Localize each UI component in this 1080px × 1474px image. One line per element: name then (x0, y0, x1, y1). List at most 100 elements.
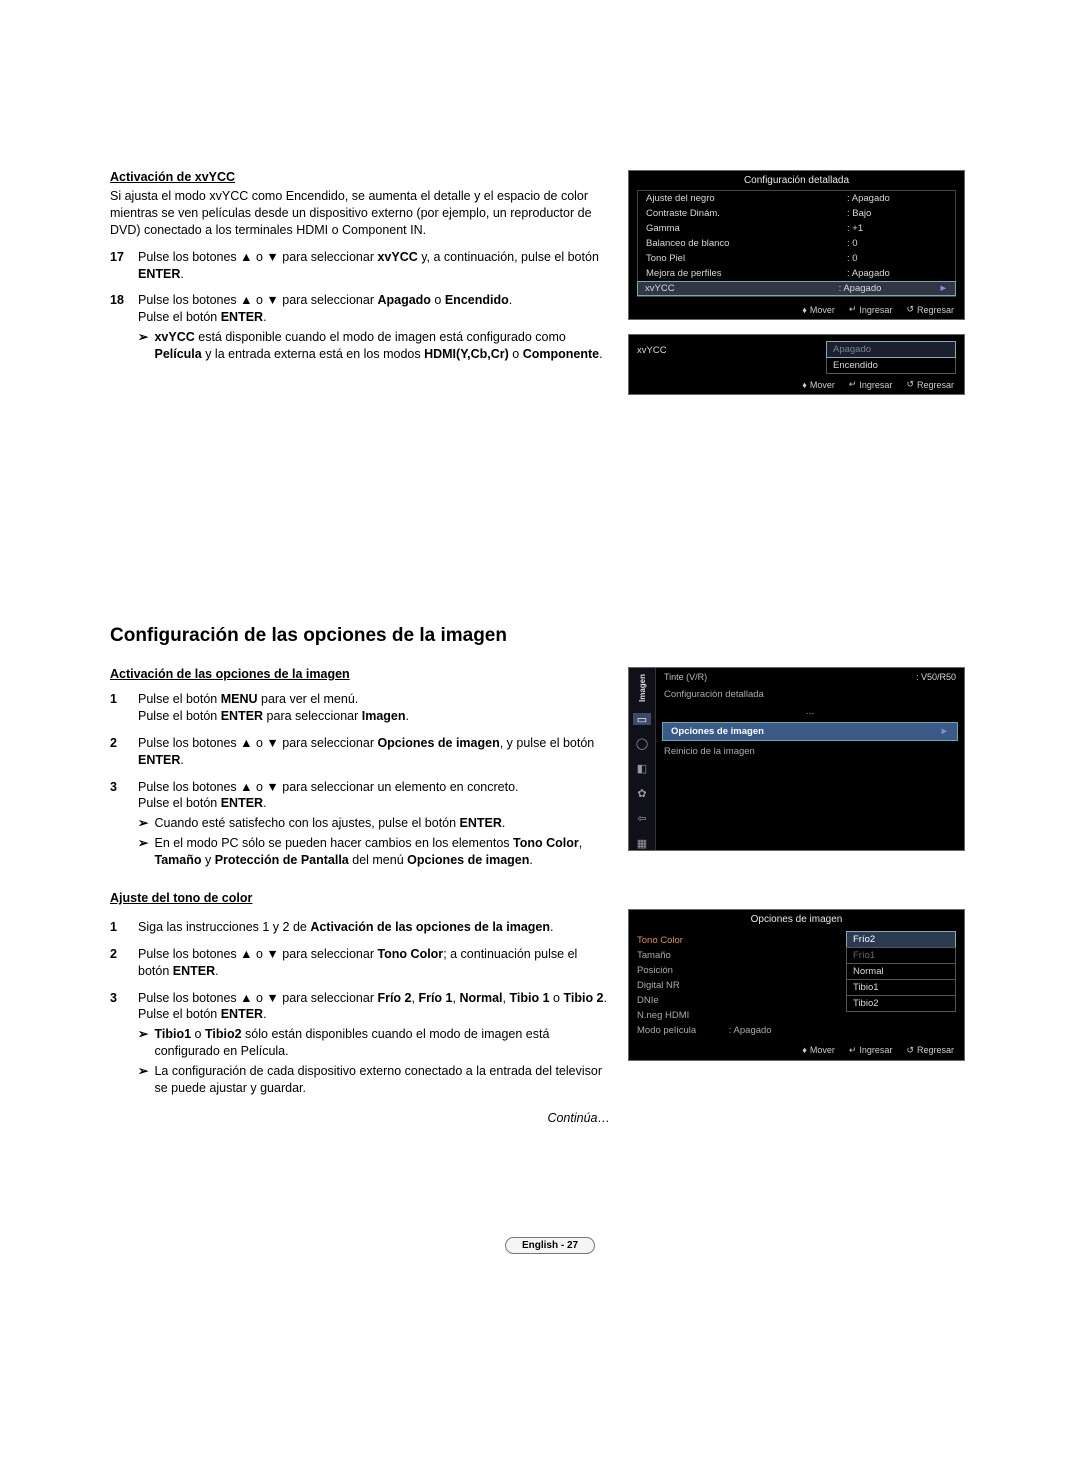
step-text: Pulse los botones ▲ o ▼ para seleccionar… (138, 779, 519, 813)
step-text: Pulse el botón MENU para ver el menú. Pu… (138, 691, 409, 725)
osd-row: Tamaño (637, 948, 838, 963)
arrow-right-icon: ► (939, 283, 948, 294)
step-2: 2 Pulse los botones ▲ o ▼ para seleccion… (110, 946, 610, 980)
osd-body: Ajuste del negro: Apagado Contraste Diná… (637, 190, 956, 297)
step-number: 17 (110, 249, 128, 283)
osd-option: Normal (846, 963, 956, 980)
osd-footer-mover: ♦Mover (802, 304, 835, 315)
back-icon: ↺ (906, 304, 914, 315)
osd-row: Balanceo de blanco: 0 (638, 236, 955, 251)
osd-row: DNIe (637, 993, 838, 1008)
osd-footer-ingresar: ↵Ingresar (849, 379, 893, 390)
osd-option-selected: Frío2 (846, 931, 956, 948)
chevron-icon: ➢ (138, 329, 148, 363)
page: Activación de xvYCC Si ajusta el modo xv… (0, 0, 1080, 1314)
step-18: 18 Pulse los botones ▲ o ▼ para seleccio… (110, 292, 610, 326)
osd-options: Apagado Encendido (826, 341, 956, 374)
back-icon: ↺ (906, 1045, 914, 1056)
step-text: Pulse los botones ▲ o ▼ para seleccionar… (138, 292, 512, 326)
heading-opciones-imagen: Configuración de las opciones de la imag… (110, 625, 990, 647)
osd-options-list: Frío2 Frío1 Normal Tibio1 Tibio2 (846, 931, 956, 1038)
osd-config-detallada: Configuración detallada Ajuste del negro… (628, 170, 965, 320)
section-title-xvycc: Activación de xvYCC (110, 170, 610, 184)
step-1: 1 Pulse el botón MENU para ver el menú. … (110, 691, 610, 725)
osd-body: Tono Color Tamaño Posición Digital NR DN… (629, 929, 964, 1042)
osd-row: Reinicio de la imagen (656, 743, 964, 760)
step-2: 2 Pulse los botones ▲ o ▼ para seleccion… (110, 735, 610, 769)
continue-label: Continúa… (110, 1111, 610, 1125)
step-text: Pulse los botones ▲ o ▼ para seleccionar… (138, 735, 610, 769)
updown-icon: ♦ (802, 380, 807, 390)
osd-imagen-menu: Imagen ▭ ◯ ◧ ✿ ⇦ ▦ Tinte (V/R): V50/R50 … (628, 667, 965, 851)
osd-footer: ♦Mover ↵Ingresar ↺Regresar (629, 376, 964, 394)
updown-icon: ♦ (802, 305, 807, 315)
osd-row: Tono Piel: 0 (638, 251, 955, 266)
chevron-icon: ➢ (138, 1026, 148, 1060)
osd-row: Posición (637, 963, 838, 978)
sidebar-icon-picture: ▭ (633, 713, 651, 725)
note-18: ➢ xvYCC está disponible cuando el modo d… (110, 329, 610, 363)
section-xvycc: Activación de xvYCC Si ajusta el modo xv… (110, 170, 990, 395)
section-title: Activación de las opciones de la imagen (110, 667, 610, 681)
osd-label: xvYCC (637, 341, 818, 374)
osd-footer-mover: ♦Mover (802, 379, 835, 390)
note-text: Cuando esté satisfecho con los ajustes, … (154, 815, 505, 832)
osd-footer-regresar: ↺Regresar (906, 1045, 954, 1056)
note-text: xvYCC está disponible cuando el modo de … (154, 329, 610, 363)
osd-row-current: Tono Color (637, 933, 838, 948)
osd-footer-ingresar: ↵Ingresar (849, 304, 893, 315)
back-icon: ↺ (906, 379, 914, 390)
enter-icon: ↵ (849, 1045, 857, 1056)
step-number: 1 (110, 919, 128, 936)
chevron-icon: ➢ (138, 1063, 148, 1097)
step-text: Pulse los botones ▲ o ▼ para seleccionar… (138, 990, 607, 1024)
sidebar-icon-setup: ✿ (635, 786, 649, 800)
text-column: 1 Siga las instrucciones 1 y 2 de Activa… (110, 909, 610, 1125)
osd-body: xvYCC Apagado Encendido (629, 335, 964, 376)
note-text: La configuración de cada dispositivo ext… (154, 1063, 610, 1097)
osd-footer-regresar: ↺Regresar (906, 304, 954, 315)
sidebar-icon-sound: ◯ (635, 736, 649, 750)
chevron-icon: ➢ (138, 815, 148, 832)
osd-footer-regresar: ↺Regresar (906, 379, 954, 390)
enter-icon: ↵ (849, 304, 857, 315)
step-number: 3 (110, 990, 128, 1024)
step-17: 17 Pulse los botones ▲ o ▼ para seleccio… (110, 249, 610, 283)
section-tono-color: 1 Siga las instrucciones 1 y 2 de Activa… (110, 909, 990, 1125)
osd-footer: ♦Mover ↵Ingresar ↺Regresar (629, 1042, 964, 1060)
osd-row: Contraste Dinám.: Bajo (638, 206, 955, 221)
intro-text: Si ajusta el modo xvYCC como Encendido, … (110, 188, 610, 239)
step-text: Pulse los botones ▲ o ▼ para seleccionar… (138, 946, 610, 980)
text-column: Activación de las opciones de la imagen … (110, 667, 610, 869)
osd-left-labels: Tono Color Tamaño Posición Digital NR DN… (637, 931, 838, 1038)
osd-row: Gamma: +1 (638, 221, 955, 236)
sidebar-icon-channel: ◧ (635, 761, 649, 775)
osd-row-selected: Opciones de imagen► (662, 722, 958, 741)
enter-icon: ↵ (849, 379, 857, 390)
osd-row: Ajuste del negro: Apagado (638, 191, 955, 206)
sidebar-icon-input: ⇦ (635, 811, 649, 825)
updown-icon: ♦ (802, 1045, 807, 1055)
step-number: 1 (110, 691, 128, 725)
step-text: Pulse los botones ▲ o ▼ para seleccionar… (138, 249, 610, 283)
page-footer: English - 27 (110, 1235, 990, 1254)
osd-row-selected: xvYCC: Apagado► (637, 281, 956, 296)
osd-column: Configuración detallada Ajuste del negro… (628, 170, 965, 395)
step-3: 3 Pulse los botones ▲ o ▼ para seleccion… (110, 990, 610, 1024)
note-text: Tibio1 o Tibio2 sólo están disponibles c… (154, 1026, 610, 1060)
osd-option: Tibio1 (846, 979, 956, 996)
sidebar-icon-app: ▦ (635, 836, 649, 850)
osd-row: Configuración detallada (656, 686, 964, 703)
arrow-right-icon: ► (940, 726, 949, 737)
page-number: English - 27 (505, 1237, 595, 1254)
section-activacion-opciones: Activación de las opciones de la imagen … (110, 667, 990, 869)
osd-opciones-imagen: Opciones de imagen Tono Color Tamaño Pos… (628, 909, 965, 1061)
step-3: 3 Pulse los botones ▲ o ▼ para seleccion… (110, 779, 610, 813)
osd-option: Tibio2 (846, 995, 956, 1012)
note-text: En el modo PC sólo se pueden hacer cambi… (154, 835, 610, 869)
sidebar-label: Imagen (638, 674, 647, 702)
note-3a: ➢ Cuando esté satisfecho con los ajustes… (110, 815, 610, 832)
section-title-tono: Ajuste del tono de color (110, 891, 990, 905)
osd-title: Opciones de imagen (629, 910, 964, 929)
osd-title: Configuración detallada (629, 171, 964, 190)
